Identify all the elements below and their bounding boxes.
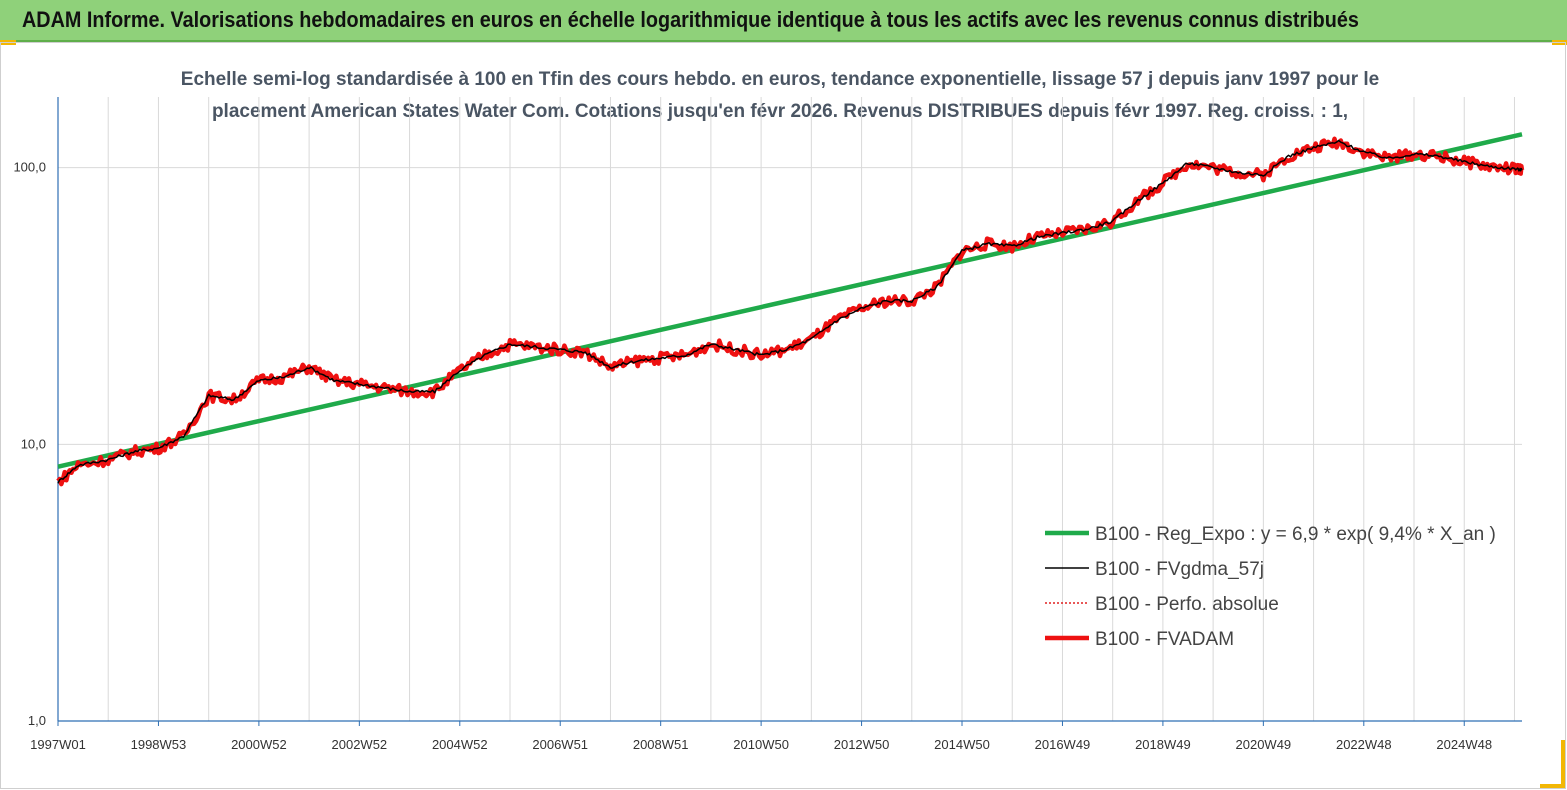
x-tick-label: 2014W50 — [934, 737, 990, 752]
x-tick-label: 1997W01 — [30, 737, 86, 752]
x-tick-label: 1998W53 — [131, 737, 187, 752]
x-tick-label: 2008W51 — [633, 737, 689, 752]
x-tick-label: 2010W50 — [733, 737, 789, 752]
series-line-fvgdma — [57, 139, 1523, 484]
banner-title: ADAM Informe. Valorisations hebdomadaire… — [22, 7, 1359, 32]
legend-label: B100 - FVgdma_57j — [1095, 559, 1264, 580]
y-tick-label: 100,0 — [13, 160, 46, 175]
chart-subtitle-line-2: placement American States Water Com. Cot… — [212, 101, 1348, 122]
x-tick-label: 2000W52 — [231, 737, 287, 752]
x-tick-label: 2022W48 — [1336, 737, 1392, 752]
chart-frame — [0, 42, 1566, 789]
corner-marker-bottom-right-h — [1540, 784, 1566, 789]
x-tick-label: 2002W52 — [332, 737, 388, 752]
title-banner: ADAM Informe. Valorisations hebdomadaire… — [0, 0, 1567, 42]
x-tick-label: 2016W49 — [1035, 737, 1091, 752]
y-tick-label: 1,0 — [28, 713, 46, 728]
legend-label: B100 - Perfo. absolue — [1095, 594, 1279, 615]
series-layer — [56, 132, 1525, 487]
series-line-fvadam — [56, 136, 1525, 487]
legend-label: B100 - Reg_Expo : y = 6,9 * exp( 9,4% * … — [1095, 524, 1496, 545]
corner-marker-bottom-right-v — [1561, 740, 1566, 785]
x-tick-label: 2004W52 — [432, 737, 488, 752]
y-tick-label: 10,0 — [21, 436, 46, 451]
grid-layer — [57, 97, 1522, 721]
axis-layer: 1,0 10,0 100,0 1997W01 1998W53 2000W52 2002W52… — [13, 97, 1522, 752]
legend: B100 - Reg_Expo : y = 6,9 * exp( 9,4% * … — [1045, 524, 1496, 650]
legend-label: B100 - FVADAM — [1095, 629, 1234, 650]
x-tick-label: 2006W51 — [532, 737, 588, 752]
x-tick-label: 2020W49 — [1236, 737, 1292, 752]
x-tick-label: 2012W50 — [834, 737, 890, 752]
series-line-regression — [57, 132, 1523, 469]
x-tick-label: 2018W49 — [1135, 737, 1191, 752]
chart-subtitle-line-1: Echelle semi-log standardisée à 100 en T… — [181, 69, 1379, 90]
x-tick-label: 2024W48 — [1436, 737, 1492, 752]
